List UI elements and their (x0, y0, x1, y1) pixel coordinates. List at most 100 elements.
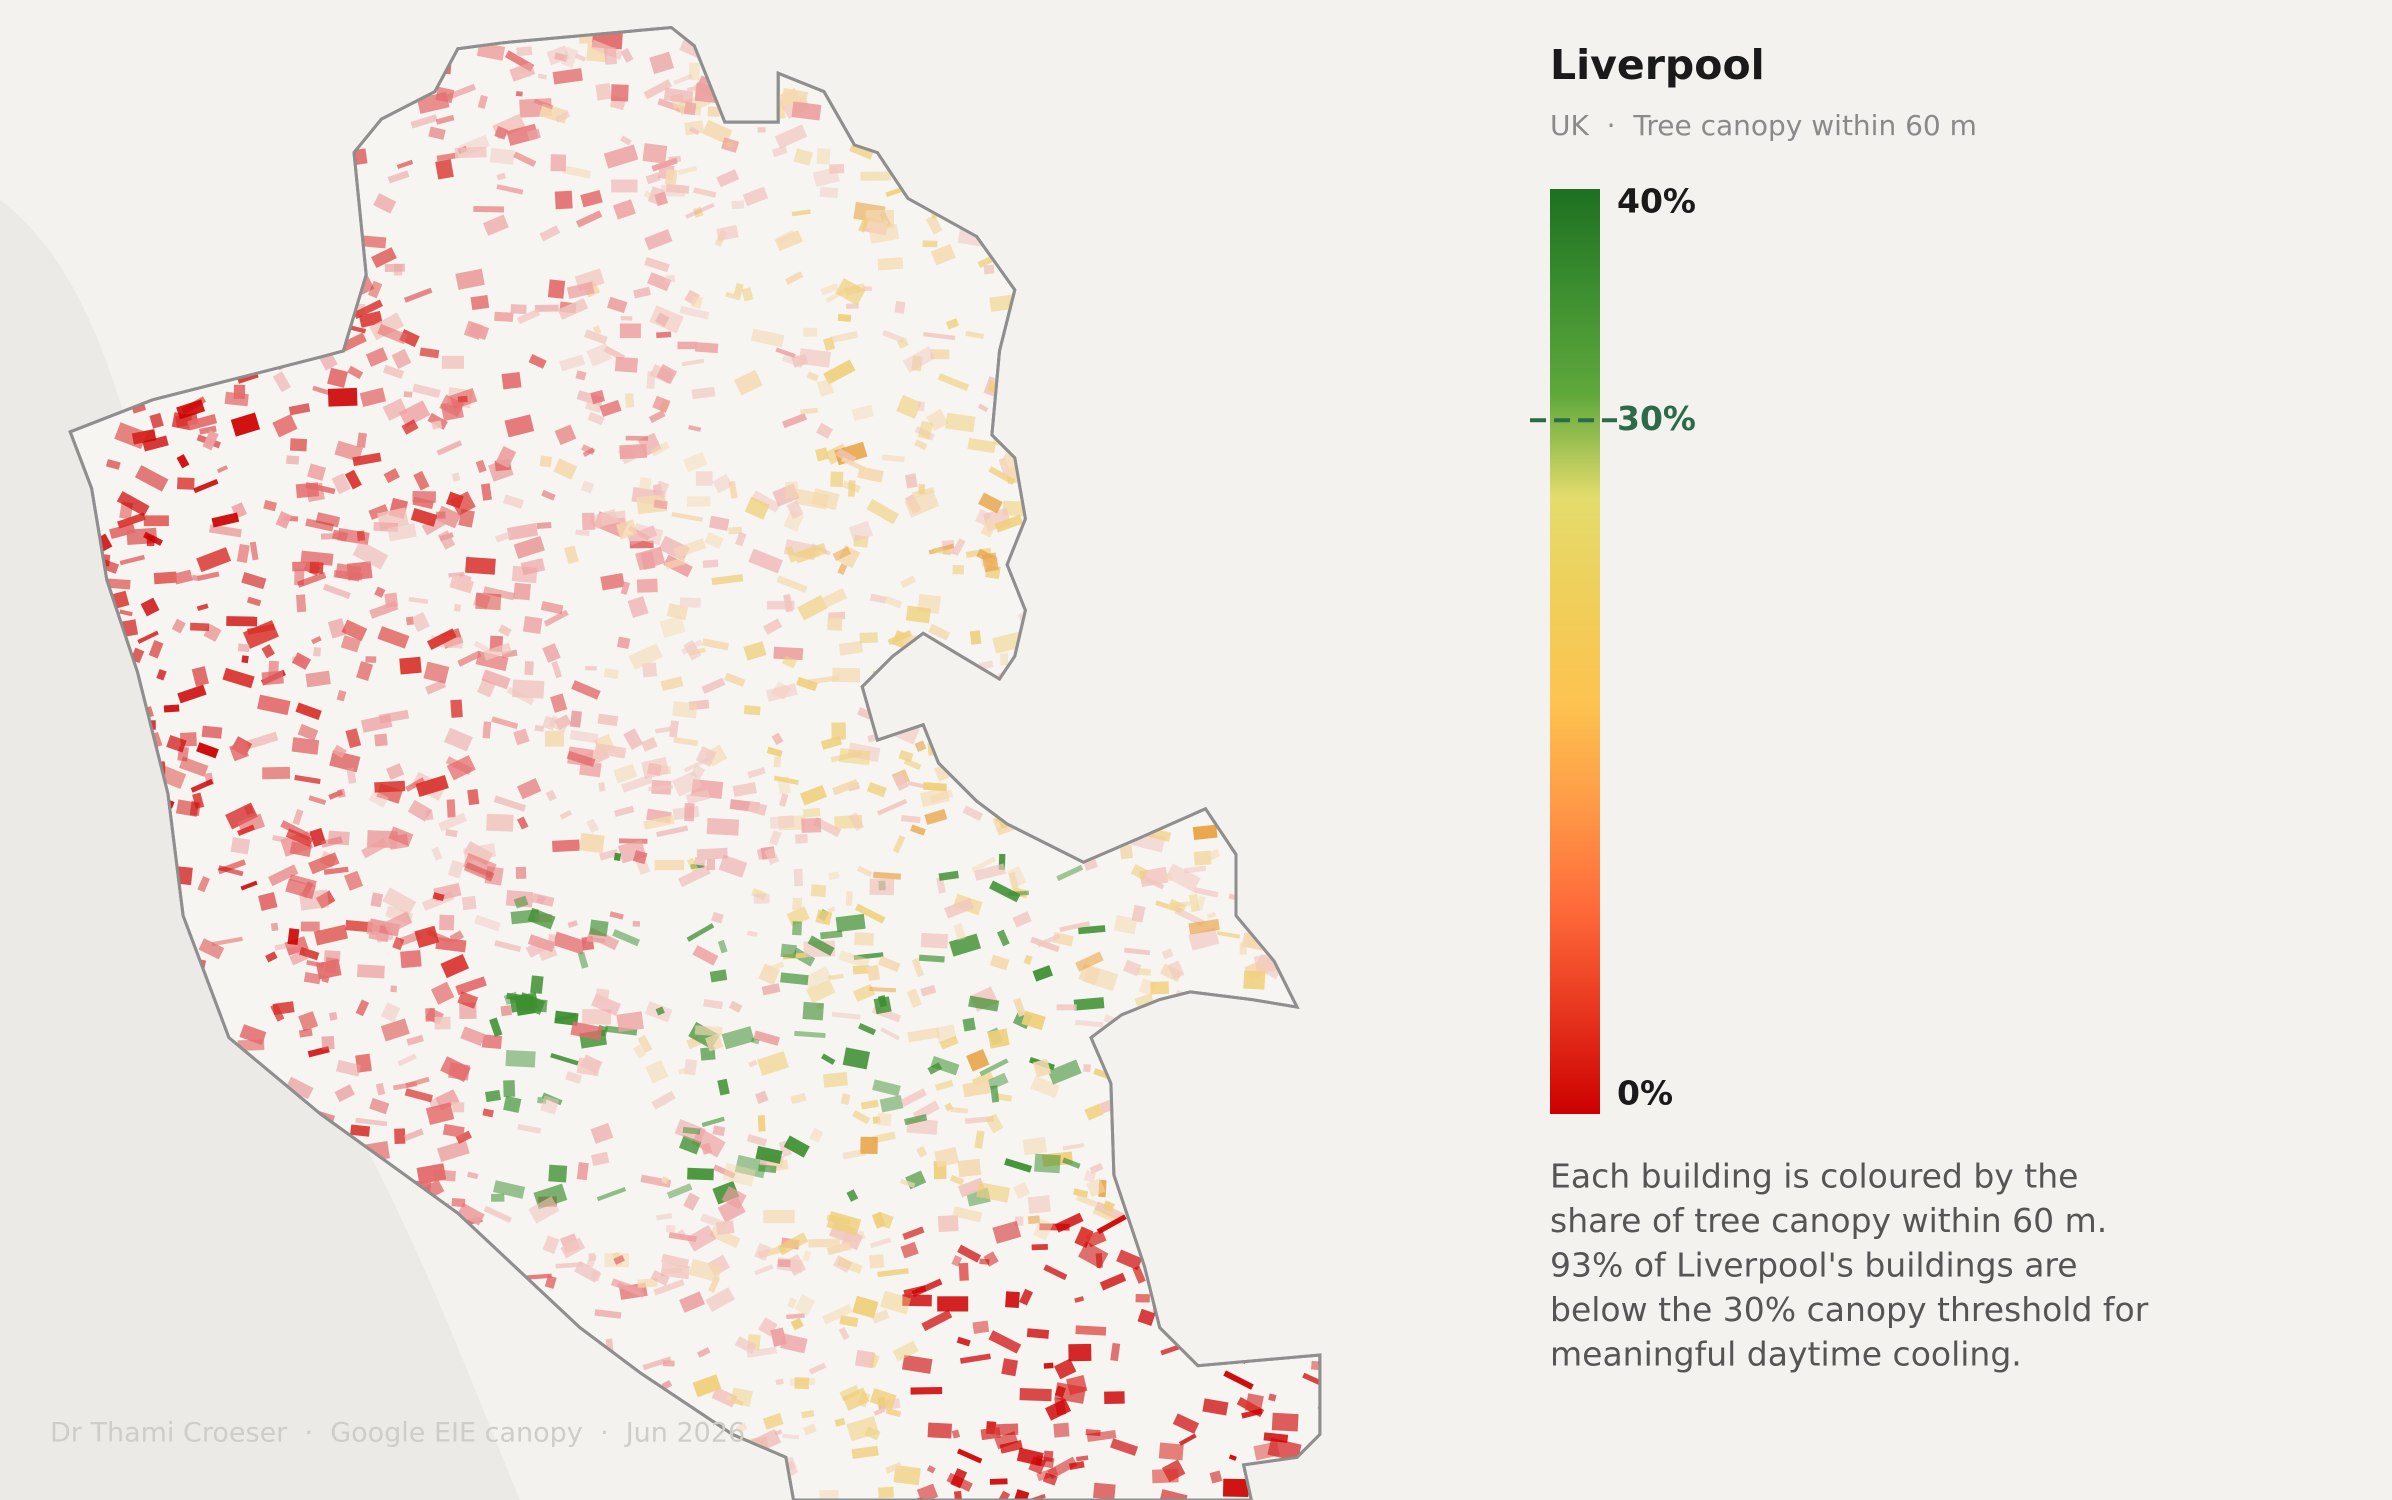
building (836, 1256, 863, 1275)
building (952, 564, 964, 575)
building (696, 1347, 711, 1358)
building (803, 966, 832, 989)
building (589, 919, 609, 937)
building (900, 814, 921, 824)
building (681, 358, 705, 367)
building (569, 710, 583, 728)
building (415, 774, 449, 797)
building (1167, 960, 1185, 980)
building (599, 399, 622, 417)
building (522, 616, 543, 634)
building (966, 1048, 990, 1072)
building (315, 890, 336, 909)
building (750, 1037, 760, 1045)
building (368, 280, 383, 299)
building (871, 1131, 896, 1144)
building (925, 214, 943, 235)
building (671, 512, 704, 522)
building (659, 615, 686, 639)
building (892, 1340, 919, 1362)
building (327, 618, 347, 639)
building (903, 758, 922, 771)
building (882, 329, 905, 343)
building (792, 921, 803, 936)
building (794, 1030, 826, 1038)
building (663, 87, 694, 104)
building (654, 191, 669, 207)
building (969, 630, 982, 645)
building (491, 716, 519, 730)
building (1066, 1375, 1088, 1396)
building (803, 327, 818, 337)
building (336, 689, 347, 702)
building (450, 699, 463, 718)
building (486, 813, 514, 832)
building (927, 1422, 952, 1439)
building (907, 1027, 940, 1043)
building (547, 279, 566, 299)
building (555, 111, 571, 123)
building (756, 847, 769, 860)
building (650, 441, 670, 457)
building (1195, 895, 1206, 911)
building (377, 626, 410, 649)
building (591, 1151, 610, 1167)
building (300, 550, 334, 566)
building (528, 354, 547, 369)
building (345, 728, 362, 749)
building (434, 1016, 451, 1030)
building (860, 171, 892, 181)
building (405, 616, 414, 626)
building (446, 799, 456, 818)
building (693, 857, 706, 866)
building (1271, 1412, 1299, 1432)
building (681, 639, 703, 655)
building (1135, 1293, 1150, 1303)
building (636, 578, 658, 593)
building (860, 1099, 879, 1110)
building (746, 1346, 778, 1358)
building (435, 114, 455, 125)
building (934, 1146, 960, 1168)
building (1137, 1308, 1156, 1326)
building (945, 412, 976, 433)
building (455, 268, 485, 290)
building (959, 1353, 991, 1364)
building (1151, 1468, 1179, 1484)
building (265, 951, 278, 963)
building (979, 1258, 990, 1265)
building (832, 546, 852, 562)
building (800, 407, 818, 415)
building (717, 1197, 746, 1223)
building (397, 1053, 417, 1067)
building (257, 694, 291, 716)
building (869, 1237, 892, 1249)
building (985, 1113, 1004, 1134)
building (616, 636, 631, 650)
building (989, 1478, 1008, 1485)
building (781, 655, 798, 669)
building (705, 1287, 736, 1312)
building (839, 748, 871, 766)
building (272, 834, 288, 844)
building (851, 1445, 879, 1459)
building (962, 805, 984, 821)
building (1027, 1195, 1051, 1214)
building (744, 496, 770, 520)
building (830, 471, 844, 488)
building (640, 1174, 672, 1188)
building (778, 1140, 792, 1158)
building (1184, 865, 1207, 874)
building (392, 936, 405, 951)
building (611, 179, 638, 193)
building (460, 1026, 486, 1046)
building (842, 1148, 866, 1160)
building (262, 766, 291, 780)
building (398, 400, 431, 428)
building (272, 371, 291, 393)
building (983, 264, 995, 275)
building (490, 1193, 505, 1202)
building (216, 465, 228, 474)
building (515, 91, 523, 97)
building (815, 447, 830, 462)
